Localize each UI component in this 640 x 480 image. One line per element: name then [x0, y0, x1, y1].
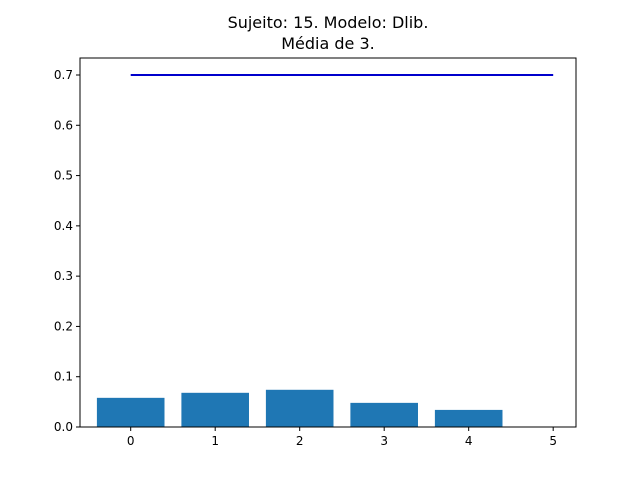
- y-axis: 0.0 0.1 0.2 0.3 0.4 0.5 0.6 0.7: [54, 68, 80, 434]
- y-tick-label-0.0: 0.0: [54, 420, 73, 434]
- x-axis: 0 1 2 3 4 5: [127, 427, 557, 448]
- x-tick-label-1: 1: [211, 434, 219, 448]
- bar-2: [265, 389, 334, 427]
- y-tick-label-0.5: 0.5: [54, 169, 73, 183]
- bar-1: [181, 392, 249, 427]
- plot-frame: [79, 57, 577, 428]
- y-tick-label-0.3: 0.3: [54, 269, 73, 283]
- x-tick-label-2: 2: [296, 434, 304, 448]
- y-tick-label-0.2: 0.2: [54, 319, 73, 333]
- bar-3: [350, 402, 418, 427]
- bar-0: [96, 397, 165, 427]
- x-tick-label-5: 5: [549, 434, 557, 448]
- y-tick-label-0.4: 0.4: [54, 219, 73, 233]
- bar-4: [434, 409, 503, 427]
- chart-title-line1: Sujeito: 15. Modelo: Dlib.: [228, 13, 429, 32]
- y-tick-label-0.7: 0.7: [54, 68, 73, 82]
- chart-title-line2: Média de 3.: [281, 34, 375, 53]
- x-tick-label-0: 0: [127, 434, 135, 448]
- y-tick-label-0.6: 0.6: [54, 118, 73, 132]
- x-tick-label-3: 3: [380, 434, 388, 448]
- x-tick-label-4: 4: [465, 434, 473, 448]
- bars-group: [96, 389, 503, 427]
- y-tick-label-0.1: 0.1: [54, 370, 73, 384]
